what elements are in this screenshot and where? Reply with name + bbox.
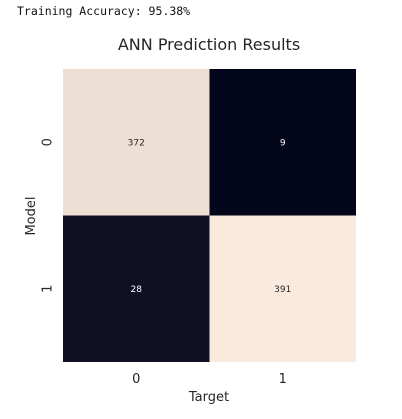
y-tick-labels: 01 <box>41 138 56 293</box>
heatmap-cell-1-1 <box>209 215 356 362</box>
cell-value-label-0-1: 9 <box>280 138 286 148</box>
cell-value-label-0-0: 372 <box>128 138 145 148</box>
training-accuracy-output: Training Accuracy: 95.38% <box>17 4 191 18</box>
x-tick-label-1: 1 <box>279 372 287 387</box>
cell-value-label-1-0: 28 <box>131 285 143 295</box>
cell-value-label-1-1: 391 <box>274 285 291 295</box>
heatmap-cell-0-0 <box>63 69 210 216</box>
heatmap-cell-0-1 <box>209 69 356 216</box>
y-axis-label: Model <box>24 196 39 235</box>
chart-title: ANN Prediction Results <box>118 35 300 54</box>
x-axis-label: Target <box>188 390 229 405</box>
heatmap-cell-1-0 <box>63 215 210 362</box>
y-tick-label-1: 1 <box>41 285 56 293</box>
heatmap-cells: 372 9 28 391 <box>63 69 356 362</box>
x-tick-label-0: 0 <box>132 372 140 387</box>
y-tick-label-0: 0 <box>41 138 56 146</box>
